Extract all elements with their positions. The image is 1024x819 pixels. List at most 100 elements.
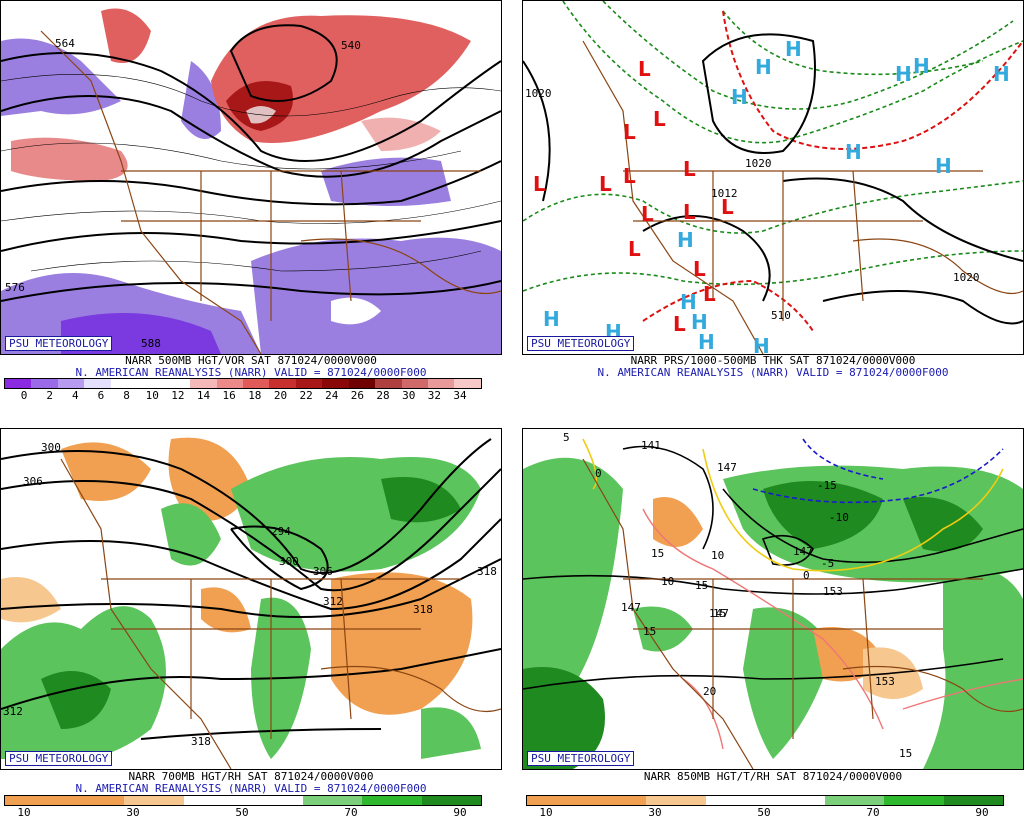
- map-pressure: L L L L L L L L L L L L L L H H H H H: [522, 0, 1024, 355]
- colorbar-swatch: [824, 796, 884, 805]
- geo-borders: [40, 30, 501, 354]
- colorbar-swatch: [243, 796, 303, 805]
- contour-label: 510: [771, 309, 791, 322]
- contour-label: 0: [803, 569, 810, 582]
- low-marker: L: [721, 195, 734, 219]
- low-marker: L: [628, 237, 641, 261]
- colorbar-tick-label: 30: [648, 806, 662, 819]
- vort-purple-area: [1, 38, 121, 116]
- contour-label: -15: [817, 479, 837, 492]
- contour-label: 141: [641, 439, 661, 452]
- panel-title: NARR 700MB HGT/RH SAT 871024/0000V000: [128, 770, 374, 783]
- high-marker: H: [913, 54, 930, 78]
- high-marker: H: [543, 307, 560, 331]
- colorbar-tick-label: 50: [757, 806, 771, 819]
- colorbar-swatch: [64, 796, 124, 805]
- contour-label: 1020: [953, 271, 980, 284]
- contour-label: 153: [823, 585, 843, 598]
- colorbar-tick-label: 70: [344, 806, 358, 819]
- colorbar-swatch: [183, 796, 243, 805]
- colorbar-swatch: [5, 796, 65, 805]
- contour-label: 15: [651, 547, 664, 560]
- colorbar-swatch: [428, 379, 455, 388]
- contour-label: 1020: [745, 157, 772, 170]
- colorbar-swatch: [163, 379, 191, 388]
- contour-label: 15: [695, 579, 708, 592]
- colorbar-tick-label: 30: [126, 806, 140, 819]
- contour-label: 5: [563, 431, 570, 444]
- vort-purple-area: [181, 61, 221, 139]
- colorbar-swatch: [124, 796, 184, 805]
- contour-label: 564: [55, 37, 75, 50]
- isobars: [523, 33, 1023, 325]
- colorbar-tick-label: 2: [46, 389, 53, 402]
- colorbar-swatch: [884, 796, 944, 805]
- panel-title: NARR PRS/1000-500MB THK SAT 871024/0000V…: [630, 354, 916, 367]
- low-marker: L: [683, 157, 696, 181]
- panel-subtitle: N. AMERICAN REANALYSIS (NARR) VALID = 87…: [75, 366, 427, 379]
- colorbar-swatch: [110, 379, 138, 388]
- colorbar-tick-label: 4: [71, 389, 79, 402]
- height-contours: [523, 445, 1023, 690]
- colorbar-swatch: [242, 379, 270, 388]
- low-marker: L: [641, 202, 654, 226]
- high-marker: H: [731, 85, 748, 109]
- thickness-540: [642, 10, 1023, 332]
- psu-badge: PSU METEOROLOGY: [527, 336, 635, 351]
- psu-badge: PSU METEOROLOGY: [527, 751, 635, 766]
- colorbar-swatch: [705, 796, 765, 805]
- vort-red-area: [101, 8, 151, 63]
- low-marker: L: [623, 164, 636, 188]
- moist-area: [523, 667, 605, 769]
- colorbar-tick-label: 90: [975, 806, 989, 819]
- contour-label: 153: [875, 675, 895, 688]
- psu-badge: PSU METEOROLOGY: [5, 751, 113, 766]
- high-marker: H: [993, 62, 1010, 86]
- colorbar: [4, 378, 482, 389]
- colorbar-swatch: [454, 379, 481, 388]
- panel-pressure-thickness: L L L L L L L L L L L L L L H H H H H: [522, 0, 1024, 405]
- contour-label: 0: [595, 467, 602, 480]
- colorbar-tick-label: 10: [17, 806, 31, 819]
- height-contours: [1, 438, 501, 740]
- colorbar-swatch: [302, 796, 362, 805]
- colorbar-swatch: [401, 379, 428, 388]
- moist-area: [421, 707, 481, 759]
- vort-purple-area: [321, 157, 451, 206]
- colorbar-swatch: [322, 379, 349, 388]
- thickness-contours: [523, 1, 1023, 292]
- moist-area: [523, 457, 623, 729]
- height-contours: [1, 24, 501, 302]
- panel-title: NARR 850MB HGT/T/RH SAT 871024/0000V000: [643, 770, 903, 783]
- moist-area: [381, 477, 461, 523]
- colorbar-swatch: [190, 379, 217, 388]
- colorbar-swatch: [57, 379, 85, 388]
- contour-label: -5: [821, 557, 834, 570]
- panel-850mb-rh: 141 147 -15 -10 -5 147 153 15 15 15 15 1…: [522, 412, 1024, 819]
- low-pressure-markers: L L L L L L L L L L L L L L: [533, 57, 734, 336]
- contour-label: 147: [709, 607, 729, 620]
- colorbar-swatch: [421, 796, 481, 805]
- colorbar-swatch: [348, 379, 376, 388]
- dry-area: [61, 442, 151, 501]
- contour-label: 312: [323, 595, 343, 608]
- map-500mb-svg: 564 540 588 576: [1, 8, 501, 354]
- contour-label: 318: [477, 565, 497, 578]
- dry-area: [653, 497, 703, 547]
- vort-gap: [331, 297, 381, 325]
- contour-label: 540: [341, 39, 361, 52]
- low-marker: L: [533, 172, 546, 196]
- dry-area: [331, 572, 473, 715]
- dry-area: [1, 577, 61, 623]
- colorbar-swatch: [586, 796, 646, 805]
- colorbar-swatch: [31, 379, 58, 388]
- high-marker: H: [785, 37, 802, 61]
- low-marker: L: [673, 312, 686, 336]
- colorbar-tick-label: 90: [453, 806, 467, 819]
- colorbar-tick-label: 18: [248, 389, 262, 402]
- colorbar: [526, 795, 1004, 806]
- colorbar-tick-label: 28: [376, 389, 390, 402]
- high-marker: H: [755, 55, 772, 79]
- temp-zero-contour: [582, 438, 1004, 572]
- map-850mb: 141 147 -15 -10 -5 147 153 15 15 15 15 1…: [522, 428, 1024, 770]
